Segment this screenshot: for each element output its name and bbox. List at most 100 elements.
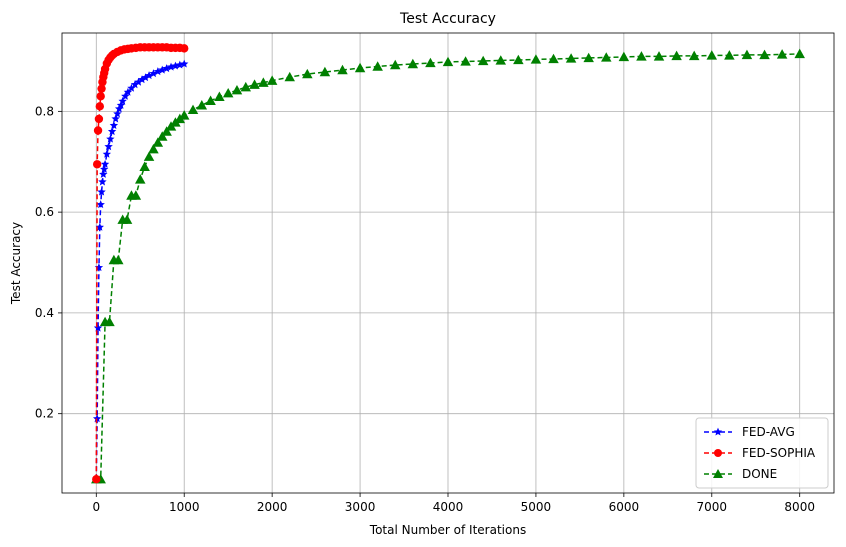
data-point-fed-avg: [113, 109, 122, 118]
data-point-done: [513, 54, 524, 65]
data-point-fed-avg: [130, 80, 140, 89]
data-point-fed-avg: [100, 164, 109, 173]
x-tick-label: 1000: [169, 500, 200, 514]
x-tick-label: 7000: [697, 500, 728, 514]
data-point-fed-avg: [99, 169, 108, 178]
data-point-done: [337, 64, 348, 75]
legend-frame: [695, 417, 829, 489]
data-point-done: [130, 190, 142, 200]
data-point-done: [548, 53, 559, 64]
data-point-done: [258, 77, 269, 87]
data-point-done: [583, 52, 594, 63]
data-point-done: [688, 50, 700, 61]
data-point-done: [618, 51, 630, 62]
data-point-fed-avg: [98, 177, 107, 186]
data-point-done: [284, 71, 295, 82]
data-point-done: [671, 50, 682, 61]
data-point-done: [477, 55, 489, 66]
data-point-done: [460, 56, 471, 66]
legend-label-done: DONE: [742, 467, 777, 481]
data-point-done: [389, 59, 401, 70]
legend-label-fed-sophia: FED-SOPHIA: [742, 446, 816, 460]
data-point-fed-avg: [114, 104, 124, 113]
legend-entry-fed-sophia: FED-SOPHIA: [704, 446, 816, 460]
data-point-done: [741, 49, 753, 60]
data-point-done: [222, 87, 234, 98]
data-point-done: [266, 75, 278, 85]
data-point-done: [724, 50, 735, 60]
data-point-fed-avg: [118, 96, 127, 105]
data-point-done: [653, 51, 665, 61]
data-point-fed-sophia: [180, 44, 189, 53]
legend-marker-fed-avg: [713, 427, 723, 436]
data-point-done: [187, 104, 199, 115]
data-point-done: [178, 110, 190, 120]
data-point-fed-avg: [107, 127, 117, 136]
data-point-done: [196, 100, 208, 110]
legend: FED-AVG FED-SOPHIA DONE: [695, 417, 829, 489]
data-point-fed-avg: [104, 142, 113, 151]
x-tick-label: 5000: [521, 500, 552, 514]
data-point-done: [759, 49, 770, 60]
data-point-fed-avg: [109, 121, 119, 130]
data-point-done: [152, 137, 164, 147]
data-point-done: [121, 214, 133, 224]
data-point-done: [706, 50, 718, 60]
data-point-done: [156, 131, 168, 141]
x-tick-label: 3000: [345, 500, 376, 514]
data-point-fed-avg: [97, 187, 106, 196]
series-done: [91, 48, 805, 484]
y-axis-label: Test Accuracy: [9, 222, 23, 305]
data-point-fed-avg: [127, 83, 136, 92]
legend-label-fed-avg: FED-AVG: [742, 425, 795, 439]
data-point-done: [205, 95, 216, 105]
data-point-done: [407, 58, 419, 69]
data-point-done: [442, 56, 454, 67]
data-point-done: [135, 174, 146, 184]
data-point-done: [161, 126, 172, 136]
data-point-done: [794, 48, 805, 59]
data-point-fed-sophia: [97, 84, 106, 93]
legend-marker-fed-sophia: [714, 449, 722, 457]
y-tick-label: 0.6: [35, 205, 54, 219]
data-point-fed-avg: [106, 134, 115, 143]
x-tick-label: 6000: [609, 500, 640, 514]
data-point-done: [302, 68, 313, 79]
data-point-done: [530, 54, 542, 64]
series-layer: [91, 43, 805, 484]
data-point-fed-sophia: [95, 102, 105, 111]
data-point-done: [214, 91, 225, 101]
data-point-fed-sophia: [96, 92, 105, 101]
data-point-fed-sophia: [94, 114, 104, 124]
y-tick-label: 0.2: [35, 407, 54, 421]
data-point-done: [231, 84, 243, 95]
series-fed-sophia: [92, 43, 189, 484]
x-axis: 0 1000 2000 3000 4000 5000 6000 7000 8000: [92, 493, 815, 514]
grid-lines: [62, 33, 834, 493]
x-tick-label: 0: [92, 500, 100, 514]
y-tick-label: 0.4: [35, 306, 54, 320]
data-point-done: [319, 66, 331, 77]
data-point-done: [143, 151, 155, 161]
data-point-fed-sophia: [92, 474, 101, 484]
data-point-done: [565, 53, 577, 63]
x-tick-label: 8000: [784, 500, 815, 514]
data-point-done: [240, 81, 252, 92]
data-point-fed-avg: [96, 200, 105, 209]
legend-marker-done: [713, 469, 723, 478]
data-point-done: [636, 51, 647, 61]
data-point-done: [601, 52, 612, 62]
x-tick-label: 4000: [433, 500, 464, 514]
data-point-fed-sophia: [93, 126, 103, 135]
data-point-fed-avg: [180, 59, 189, 68]
data-point-fed-avg: [116, 100, 126, 109]
data-point-fed-avg: [137, 75, 147, 84]
data-point-fed-avg: [149, 69, 158, 78]
data-point-fed-avg: [144, 71, 154, 80]
data-point-fed-avg: [111, 114, 120, 123]
legend-entry-fed-avg: FED-AVG: [704, 425, 795, 439]
data-point-done: [776, 49, 788, 59]
data-point-done: [113, 254, 124, 265]
